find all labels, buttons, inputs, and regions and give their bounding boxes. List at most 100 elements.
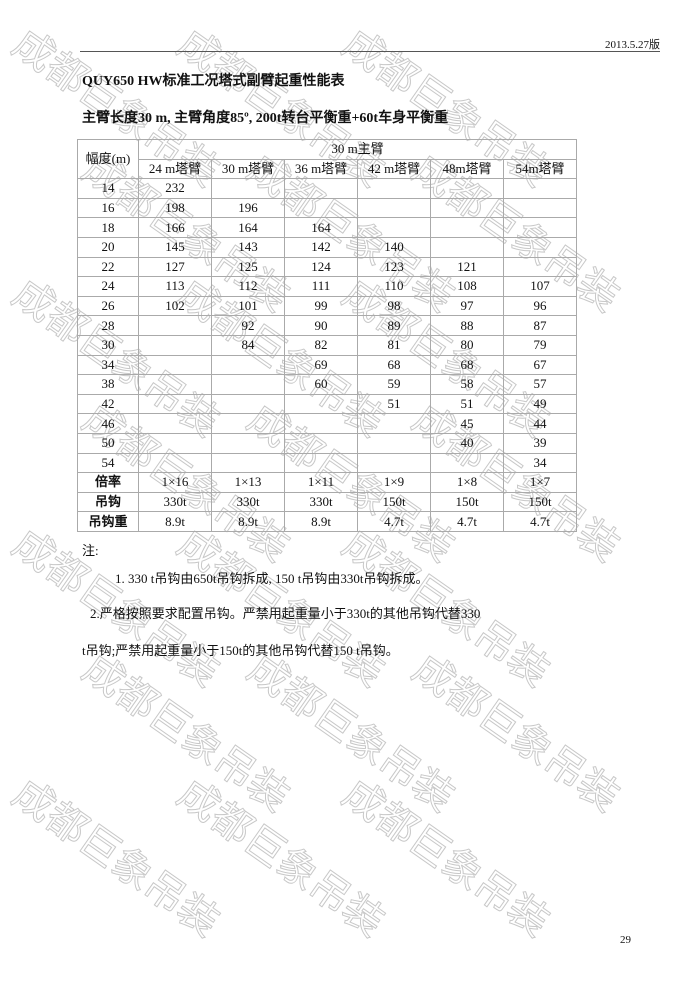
capacity-cell: 196: [211, 197, 285, 219]
radius-cell: 38: [77, 374, 139, 395]
capacity-cell: [211, 374, 285, 395]
capacity-cell: 110: [357, 276, 431, 297]
capacity-cell: 45: [430, 413, 504, 434]
capacity-cell: [211, 452, 285, 474]
capacity-cell: 121: [430, 256, 504, 278]
capacity-cell: 40: [430, 432, 504, 454]
capacity-cell: [357, 432, 431, 454]
table-row: 18 166 164 164: [77, 217, 577, 238]
table-row: 38 60 59 58 57: [77, 374, 577, 395]
capacity-cell: [503, 217, 577, 238]
capacity-cell: [138, 393, 212, 415]
radius-cell: 34: [77, 354, 139, 376]
document-title: QUY650 HW标准工况塔式副臂起重性能表: [82, 74, 345, 89]
column-header: 54m塔臂: [503, 158, 577, 180]
capacity-cell: 198: [138, 197, 212, 219]
capacity-cell: [211, 178, 285, 199]
table-row: 46 45 44: [77, 413, 577, 434]
capacity-cell: [284, 413, 358, 434]
capacity-cell: 87: [503, 315, 577, 336]
capacity-cell: [430, 452, 504, 474]
capacity-cell: 140: [357, 236, 431, 258]
footer-label: 倍率: [77, 472, 139, 493]
capacity-cell: 68: [430, 354, 504, 376]
capacity-cell: 102: [138, 295, 212, 317]
capacity-cell: 69: [284, 354, 358, 376]
radius-cell: 46: [77, 413, 139, 434]
watermark-text: 成都巨象吊装: [239, 646, 462, 821]
capacity-cell: 112: [211, 276, 285, 297]
capacity-cell: 143: [211, 236, 285, 258]
capacity-cell: [138, 432, 212, 454]
watermark-text: 成都巨象吊装: [74, 646, 297, 821]
capacity-cell: 60: [284, 374, 358, 395]
watermark-text: 成都巨象吊装: [169, 771, 392, 946]
footer-cell: 150t: [430, 491, 504, 513]
capacity-cell: 101: [211, 295, 285, 317]
radius-cell: 24: [77, 276, 139, 297]
radius-cell: 26: [77, 295, 139, 317]
document-subtitle: 主臂长度30 m, 主臂角度85º, 200t转台平衡重+60t车身平衡重: [82, 111, 449, 126]
capacity-cell: 44: [503, 413, 577, 434]
capacity-cell: [211, 432, 285, 454]
capacity-cell: 49: [503, 393, 577, 415]
capacity-cell: 92: [211, 315, 285, 336]
footer-row: 吊钩 330t 330t 330t 150t 150t 150t: [77, 491, 577, 513]
footer-cell: 1×13: [211, 472, 285, 493]
column-header: 42 m塔臂: [357, 158, 431, 180]
capacity-cell: [357, 178, 431, 199]
capacity-cell: [357, 413, 431, 434]
capacity-cell: 107: [503, 276, 577, 297]
capacity-cell: 34: [503, 452, 577, 474]
capacity-cell: [430, 217, 504, 238]
capacity-cell: 99: [284, 295, 358, 317]
capacity-cell: [284, 178, 358, 199]
table-row: 28 92 90 89 88 87: [77, 315, 577, 336]
capacity-cell: 68: [357, 354, 431, 376]
note-item: 2.严格按照要求配置吊钩。严禁用起重量小于330t的其他吊钩代替330: [90, 606, 481, 621]
capacity-cell: [284, 452, 358, 474]
capacity-cell: [503, 178, 577, 199]
radius-cell: 28: [77, 315, 139, 336]
capacity-cell: [138, 315, 212, 336]
footer-cell: 1×16: [138, 472, 212, 493]
capacity-cell: 166: [138, 217, 212, 238]
capacity-cell: [284, 197, 358, 219]
radius-cell: 14: [77, 178, 139, 199]
capacity-cell: [357, 197, 431, 219]
column-header: 36 m塔臂: [284, 158, 358, 180]
capacity-cell: 98: [357, 295, 431, 317]
footer-cell: 4.7t: [503, 511, 577, 532]
radius-cell: 20: [77, 236, 139, 258]
radius-cell: 50: [77, 432, 139, 454]
capacity-cell: 113: [138, 276, 212, 297]
capacity-cell: [138, 354, 212, 376]
main-boom-header: 30 m主臂: [138, 139, 577, 160]
table-row: 30 84 82 81 80 79: [77, 334, 577, 356]
column-header: 30 m塔臂: [211, 158, 285, 180]
footer-cell: 8.9t: [211, 511, 285, 532]
radius-header: 幅度(m): [77, 138, 139, 180]
load-chart-table: 幅度(m) 30 m主臂 24 m塔臂 30 m塔臂 36 m塔臂 42 m塔臂 48m…: [77, 138, 577, 532]
table-row: 16 198 196: [77, 197, 577, 219]
capacity-cell: [211, 393, 285, 415]
table-row: 54 34: [77, 452, 577, 474]
radius-cell: 22: [77, 256, 139, 278]
capacity-cell: 58: [430, 374, 504, 395]
capacity-cell: [503, 197, 577, 219]
page-number: 29: [620, 934, 631, 946]
note-item: t吊钩;严禁用起重量小于150t的其他吊钩代替150 t吊钩。: [82, 643, 399, 658]
header-divider: [80, 51, 660, 52]
capacity-cell: [211, 354, 285, 376]
footer-cell: 1×7: [503, 472, 577, 493]
capacity-cell: 108: [430, 276, 504, 297]
capacity-cell: [430, 236, 504, 258]
footer-cell: 1×9: [357, 472, 431, 493]
footer-cell: 1×8: [430, 472, 504, 493]
capacity-cell: 59: [357, 374, 431, 395]
capacity-cell: [284, 432, 358, 454]
capacity-cell: 51: [357, 393, 431, 415]
watermark-text: 成都巨象吊装: [334, 771, 557, 946]
capacity-cell: [138, 413, 212, 434]
capacity-cell: 125: [211, 256, 285, 278]
